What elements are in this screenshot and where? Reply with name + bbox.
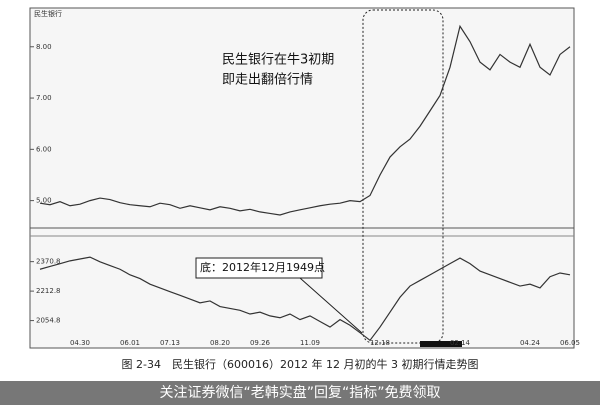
y-tick-label: 2212.8 — [36, 287, 61, 295]
y-tick-label: 2054.8 — [36, 317, 61, 325]
annotation: 底：2012年12月1949点 — [200, 260, 325, 274]
x-tick-label: 08.20 — [210, 339, 230, 347]
annotation: 民生银行在牛3初期 — [222, 53, 334, 68]
y-tick-label: 8.00 — [36, 43, 52, 51]
x-tick-label: 07.13 — [160, 339, 180, 347]
annotation-box — [195, 257, 323, 279]
x-tick-label: 09.26 — [250, 339, 271, 347]
x-tick-label: 04.24 — [520, 339, 541, 347]
x-tick-label: 06.05 — [560, 339, 580, 347]
x-tick-label: 11.09 — [300, 339, 320, 347]
annotation-arrow — [299, 277, 363, 334]
y-tick-label: 6.00 — [36, 145, 52, 153]
price-line — [39, 24, 571, 216]
stock-label: 民生银行 — [34, 9, 62, 18]
x-tick-label: 02.14 — [450, 339, 471, 347]
caption: 图 2-34 民生银行（600016）2012 年 12 月初的牛 3 初期行情… — [122, 357, 479, 371]
highlight-box — [362, 9, 444, 344]
footer-bar — [0, 381, 600, 405]
y-tick-label: 5.00 — [36, 197, 52, 205]
x-tick-label: 06.01 — [120, 339, 140, 347]
x-tick-label: 12.18 — [370, 339, 390, 347]
annotation: 即走出翻倍行情 — [222, 73, 313, 88]
x-tick-label: 04.30 — [70, 339, 90, 347]
scroll-bar — [420, 341, 462, 347]
y-tick-label: 7.00 — [36, 94, 52, 102]
footer: 关注证券微信“老韩实盘”回复“指标”免费领取 — [159, 384, 440, 401]
price-line — [39, 256, 571, 342]
y-tick-label: 2370.8 — [36, 258, 61, 266]
